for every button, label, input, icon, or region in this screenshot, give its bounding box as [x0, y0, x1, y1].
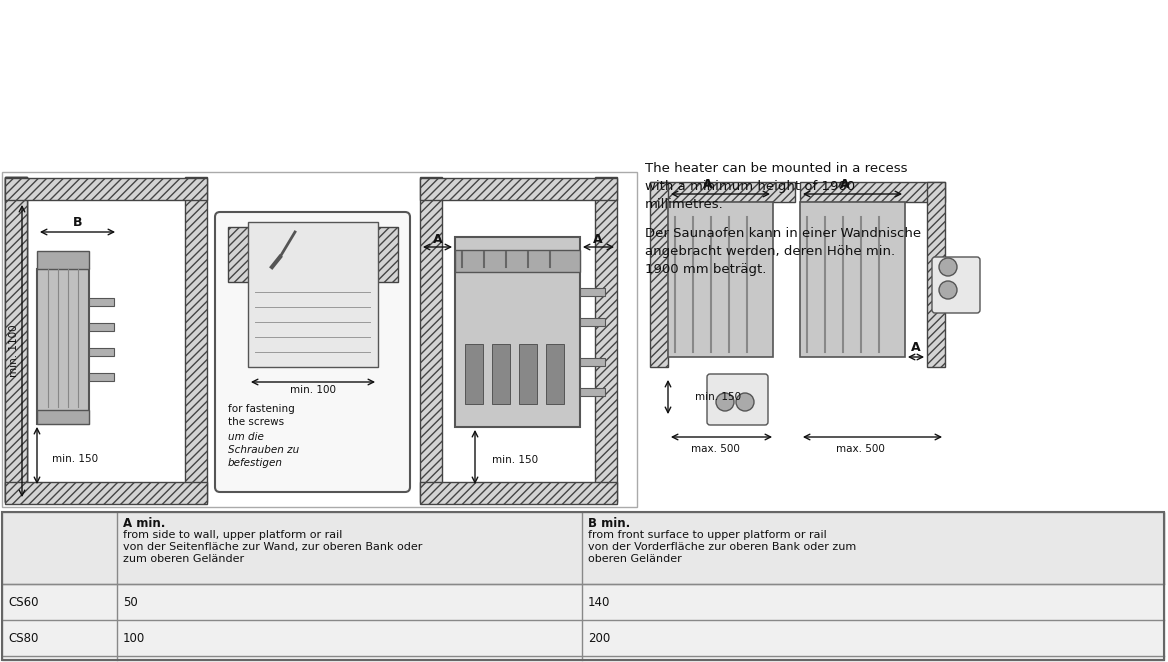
Bar [651, 182, 795, 202]
Bar [89, 373, 114, 381]
Bar [420, 178, 617, 200]
Text: A: A [433, 232, 443, 246]
Text: CS80: CS80 [8, 632, 39, 645]
Bar [580, 318, 605, 326]
Text: von der Seitenfläche zur Wand, zur oberen Bank oder: von der Seitenfläche zur Wand, zur obere… [123, 542, 423, 552]
Bar [595, 177, 617, 502]
Bar [580, 288, 605, 296]
Text: from front surface to upper platform or rail: from front surface to upper platform or … [588, 530, 827, 540]
Text: zum oberen Geländer: zum oberen Geländer [123, 554, 244, 564]
Bar [89, 323, 114, 331]
FancyBboxPatch shape [215, 212, 410, 492]
Bar [580, 388, 605, 396]
Circle shape [939, 281, 957, 299]
Bar [2, 512, 1164, 660]
Bar [5, 178, 207, 200]
Circle shape [736, 393, 755, 411]
Bar [492, 344, 510, 404]
Circle shape [716, 393, 734, 411]
Text: A: A [593, 232, 603, 246]
Text: min. 150: min. 150 [51, 454, 98, 464]
Bar [228, 227, 398, 282]
Bar [37, 269, 89, 424]
Bar [5, 177, 27, 502]
Bar [420, 482, 617, 504]
Bar [2, 172, 637, 507]
FancyBboxPatch shape [932, 257, 980, 313]
Bar [5, 482, 207, 504]
Bar [37, 410, 89, 424]
Text: from side to wall, upper platform or rail: from side to wall, upper platform or rai… [123, 530, 342, 540]
Text: A: A [840, 177, 850, 191]
Text: The heater can be mounted in a recess
with a minimum height of 1900
millimetres.: The heater can be mounted in a recess wi… [645, 162, 908, 211]
Text: CS60: CS60 [8, 596, 39, 608]
Bar [5, 177, 27, 502]
Text: max. 500: max. 500 [690, 444, 739, 454]
Text: B min.: B min. [588, 517, 631, 530]
Bar [580, 358, 605, 366]
Bar [465, 344, 484, 404]
Bar [668, 202, 773, 357]
Text: for fastening
the screws: for fastening the screws [228, 404, 294, 427]
Text: min. 100: min. 100 [290, 385, 336, 395]
Text: von der Vorderfläche zur oberen Bank oder zum: von der Vorderfläche zur oberen Bank ode… [588, 542, 856, 552]
Text: max. 500: max. 500 [835, 444, 884, 454]
Bar [2, 512, 1164, 584]
Bar [456, 237, 580, 427]
Bar [651, 182, 668, 367]
Bar [800, 202, 905, 357]
Text: 200: 200 [588, 632, 610, 645]
Bar [37, 251, 89, 269]
Bar [519, 344, 537, 404]
Bar [2, 512, 1164, 660]
Bar [5, 177, 27, 502]
Bar [927, 182, 945, 367]
Text: min. 150: min. 150 [492, 455, 538, 465]
Text: min. 150: min. 150 [695, 392, 741, 402]
Circle shape [939, 258, 957, 276]
Text: um die
Schrauben zu
befestigen: um die Schrauben zu befestigen [228, 432, 299, 469]
Bar [185, 177, 207, 502]
Text: oberen Geländer: oberen Geländer [588, 554, 682, 564]
Bar [248, 222, 378, 367]
Bar [456, 250, 580, 272]
Text: A min.: A min. [123, 517, 166, 530]
Text: B: B [74, 216, 83, 228]
FancyBboxPatch shape [707, 374, 769, 425]
Bar [800, 182, 945, 202]
Bar [420, 177, 442, 502]
Text: min. 1100: min. 1100 [9, 324, 19, 377]
Bar [89, 348, 114, 356]
Text: A: A [911, 340, 920, 354]
Text: 50: 50 [123, 596, 138, 608]
Text: 140: 140 [588, 596, 611, 608]
Bar [545, 344, 564, 404]
Text: Der Saunaofen kann in einer Wandnische
angebracht werden, deren Höhe min.
1900 m: Der Saunaofen kann in einer Wandnische a… [645, 227, 922, 276]
Bar [89, 298, 114, 306]
Text: 100: 100 [123, 632, 145, 645]
Text: A: A [703, 177, 712, 191]
